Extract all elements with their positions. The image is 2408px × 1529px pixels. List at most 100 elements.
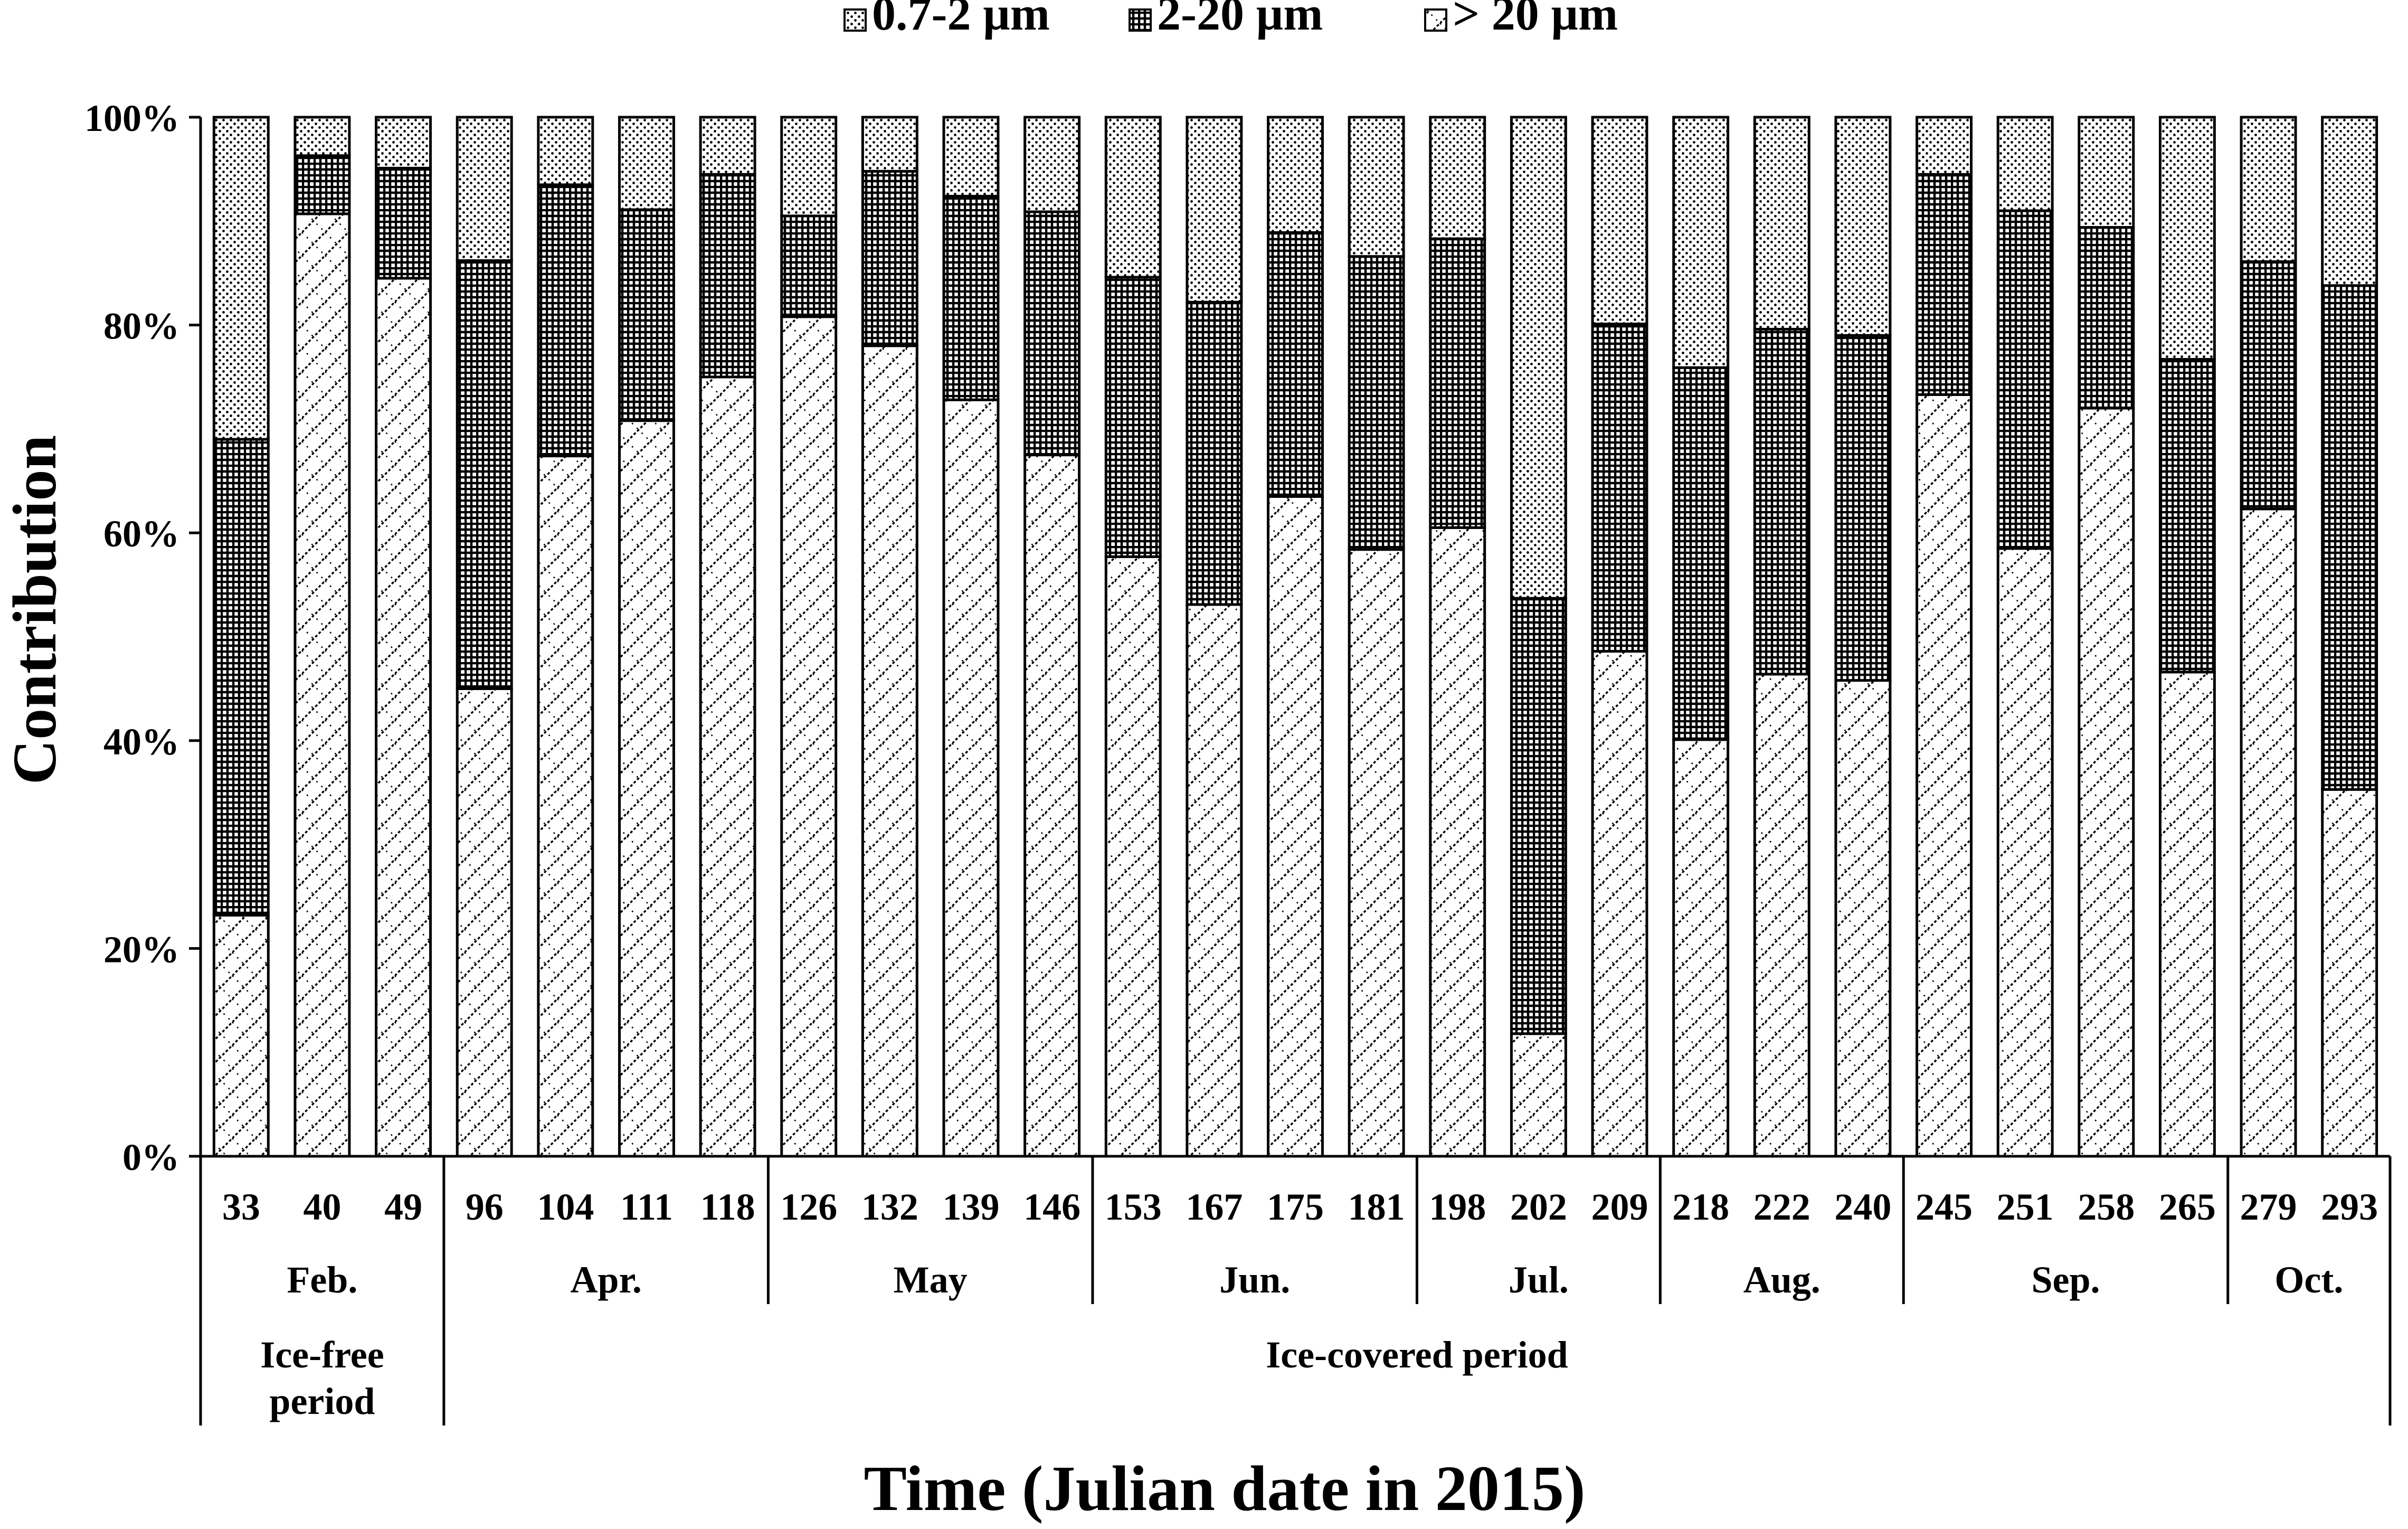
x-tick-label: 111 — [620, 1186, 673, 1228]
x-tick-label: 146 — [1023, 1186, 1080, 1228]
bar-segment — [2240, 507, 2297, 1158]
bar-segment — [1834, 679, 1892, 1158]
bars — [212, 116, 2378, 1158]
x-tick-label: 251 — [1997, 1186, 2054, 1228]
bar-segment — [1591, 323, 1648, 653]
bar-segment — [861, 344, 918, 1158]
bar-segment — [618, 419, 675, 1158]
bar-segment — [2078, 226, 2135, 410]
period-label: Ice-free — [260, 1334, 384, 1376]
bar-segment — [1916, 393, 1973, 1158]
bar-segment — [699, 375, 756, 1158]
bar-segment — [1753, 673, 1810, 1158]
x-tick-label: 167 — [1186, 1186, 1243, 1228]
month-label: Jul. — [1509, 1259, 1569, 1301]
bar-segment — [2240, 116, 2297, 263]
y-tick-label: 40% — [103, 721, 179, 763]
bar-segment — [1104, 555, 1162, 1158]
x-tick-label: 181 — [1348, 1186, 1405, 1228]
bar-segment — [375, 166, 432, 280]
bar-segment — [2321, 284, 2378, 791]
bar-segment — [861, 169, 918, 347]
y-tick-label: 20% — [103, 928, 179, 970]
bar-segment — [1023, 116, 1081, 213]
legend-label: 2-20 µm — [1157, 0, 1323, 40]
bar-segment — [456, 687, 513, 1158]
bar-segment — [1672, 366, 1730, 741]
month-label: Aug. — [1743, 1259, 1821, 1301]
bar-segment — [618, 208, 675, 422]
bar-segment — [780, 116, 838, 218]
period-label: Ice-covered period — [1266, 1334, 1568, 1376]
y-tick-label: 0% — [122, 1136, 179, 1178]
bar-segment — [1510, 1032, 1567, 1158]
bar-segment — [293, 212, 351, 1158]
legend-swatch — [1424, 8, 1447, 32]
x-tick-label: 202 — [1510, 1186, 1567, 1228]
x-tick-label: 209 — [1591, 1186, 1648, 1228]
bar-segment — [1267, 495, 1324, 1158]
x-tick-label: 96 — [466, 1186, 504, 1228]
legend: 0.7-2 µm 2-20 µm > 20 µm — [843, 0, 1618, 40]
bar-segment — [1591, 116, 1648, 326]
bar-segment — [942, 398, 1000, 1158]
y-tick-label: 80% — [103, 305, 179, 347]
bar-segment — [618, 116, 675, 211]
bar-segment — [293, 154, 351, 215]
legend-label: 0.7-2 µm — [872, 0, 1050, 40]
bar-segment — [1591, 650, 1648, 1158]
bar-segment — [1267, 116, 1324, 234]
bar-segment — [1104, 116, 1162, 279]
bar-segment — [212, 116, 270, 441]
bar-segment — [1916, 116, 1973, 176]
bar-segment — [1672, 738, 1730, 1158]
bar-segment — [699, 116, 756, 176]
bar-segment — [1834, 334, 1892, 682]
x-tick-label: 132 — [861, 1186, 918, 1228]
legend-label: > 20 µm — [1453, 0, 1618, 40]
bar-segment — [2078, 116, 2135, 229]
legend-swatch — [843, 8, 867, 32]
bar-segment — [1996, 209, 2054, 550]
bar-segment — [1023, 454, 1081, 1158]
bar-segment — [2158, 358, 2216, 674]
month-label: Oct. — [2274, 1259, 2343, 1301]
bar-segment — [456, 259, 513, 690]
bar-segment — [1348, 255, 1405, 551]
bar-segment — [1186, 300, 1243, 606]
x-axis-categories: 33 40 49 96 104 111 118 126 132 139 146 153 167 175 18… — [222, 1186, 2378, 1228]
bar-segment — [456, 116, 513, 262]
bar-segment — [2158, 671, 2216, 1158]
bar-segment — [212, 913, 270, 1158]
bar-segment — [212, 438, 270, 917]
x-tick-label: 118 — [700, 1186, 755, 1228]
bar-segment — [1996, 116, 2054, 212]
bar-segment — [1348, 116, 1405, 258]
bar-segment — [537, 455, 594, 1158]
x-tick-label: 293 — [2321, 1186, 2378, 1228]
bar-segment — [1429, 526, 1486, 1158]
bar-segment — [1916, 173, 1973, 396]
bar-segment — [1510, 597, 1567, 1035]
x-tick-label: 104 — [537, 1186, 594, 1228]
x-tick-label: 240 — [1834, 1186, 1891, 1228]
month-label: May — [894, 1259, 968, 1301]
x-tick-label: 218 — [1672, 1186, 1729, 1228]
bar-segment — [942, 195, 1000, 401]
x-tick-label: 139 — [942, 1186, 999, 1228]
bar-segment — [780, 315, 838, 1158]
bar-segment — [537, 116, 594, 186]
bar-segment — [1672, 116, 1730, 369]
month-label: Sep. — [2031, 1259, 2100, 1301]
bar-segment — [1510, 116, 1567, 600]
bar-segment — [861, 116, 918, 173]
x-tick-label: 265 — [2159, 1186, 2216, 1228]
x-tick-label: 126 — [780, 1186, 837, 1228]
bar-segment — [2078, 407, 2135, 1158]
x-axis-months: Feb. Apr. May Jun. Jul. Aug. Sep. Oct. — [199, 1156, 2392, 1304]
axes — [199, 117, 2390, 1158]
x-tick-label: 245 — [1916, 1186, 1973, 1228]
bar-segment — [2321, 788, 2378, 1158]
bar-segment — [375, 277, 432, 1158]
